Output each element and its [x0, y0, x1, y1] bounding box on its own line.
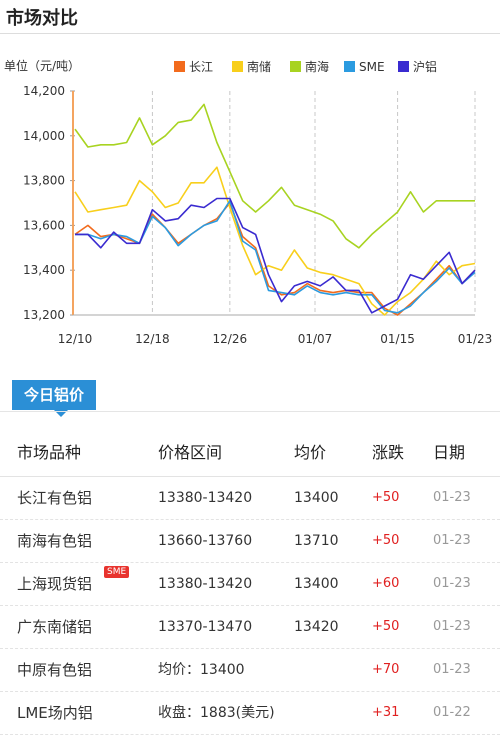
price-range: 均价：13400 — [158, 662, 245, 678]
market-name[interactable]: 上海现货铝 — [17, 575, 93, 593]
price-range: 13380-13420 — [158, 490, 253, 506]
chart-grid — [151, 91, 476, 315]
y-tick-label: 14,000 — [23, 129, 65, 143]
tab-today-aluminum-price[interactable]: 今日铝价 — [12, 380, 97, 410]
header-change: 涨跌 — [372, 443, 405, 462]
x-tick-label: 01/15 — [380, 332, 415, 346]
page-title: 市场对比 — [6, 8, 78, 29]
table-row: 南海有色铝 13660-13760 13710 +50 01-23 — [0, 520, 500, 563]
legend-swatch — [174, 61, 185, 72]
chart-axes: 12/10 12/18 12/26 01/07 01/15 01/23 13,200 13,4… — [23, 84, 492, 346]
price-date: 01-23 — [433, 662, 471, 677]
market-name[interactable]: 长江有色铝 — [17, 489, 93, 507]
table-header-row: 市场品种 价格区间 均价 涨跌 日期 — [0, 430, 500, 477]
tab-pointer-arrow — [54, 410, 68, 417]
price-change: +31 — [372, 705, 400, 720]
table-row: 广东南储铝 13370-13470 13420 +50 01-23 — [0, 606, 500, 649]
market-name[interactable]: 中原有色铝 — [17, 661, 93, 679]
legend-swatch — [344, 61, 355, 72]
average-price: 13400 — [294, 490, 339, 506]
price-change: +50 — [372, 533, 400, 548]
legend-label: SME — [359, 60, 385, 74]
header-market: 市场品种 — [17, 443, 82, 462]
price-range: 13660-13760 — [158, 533, 253, 549]
table-row: 长江有色铝 13380-13420 13400 +50 01-23 — [0, 477, 500, 520]
page-header: 市场对比 — [0, 0, 500, 34]
price-date: 01-23 — [433, 576, 471, 591]
legend-swatch — [232, 61, 243, 72]
header-divider — [0, 33, 500, 34]
x-tick-label: 01/07 — [298, 332, 333, 346]
table-row: LME场内铝 收盘：1883(美元) +31 01-22 — [0, 692, 500, 735]
x-tick-label: 12/18 — [135, 332, 170, 346]
table-row: 上海现货铝 SME 13380-13420 13400 +60 01-23 — [0, 563, 500, 606]
price-change: +50 — [372, 619, 400, 634]
header-date: 日期 — [433, 443, 466, 462]
x-tick-label: 12/10 — [58, 332, 93, 346]
legend-label: 南海 — [305, 59, 329, 74]
series-line-南海 — [74, 103, 475, 249]
series-line-SME — [75, 200, 476, 314]
y-tick-label: 13,400 — [23, 263, 65, 277]
today-price-tab-bar: 今日铝价 — [0, 378, 500, 418]
market-comparison-chart: 单位（元/吨） 长江 南储 南海 SME 沪铝 12/10 12/18 12/26 01/07… — [4, 58, 492, 346]
chart-unit-label: 单位（元/吨） — [4, 58, 80, 73]
market-name[interactable]: LME场内铝 — [17, 704, 93, 722]
price-range: 收盘：1883(美元) — [158, 705, 275, 721]
series-line-南储 — [74, 166, 476, 316]
chart-legend: 长江 南储 南海 SME 沪铝 — [174, 59, 437, 74]
sme-badge: SME — [104, 566, 130, 578]
average-price: 13420 — [294, 619, 339, 635]
header-price-range: 价格区间 — [158, 443, 223, 462]
price-change: +70 — [372, 662, 400, 677]
price-date: 01-23 — [433, 533, 471, 548]
y-tick-label: 13,600 — [23, 218, 65, 232]
tab-divider — [0, 411, 500, 412]
price-table: 市场品种 价格区间 均价 涨跌 日期 长江有色铝 13380-13420 134… — [0, 430, 500, 735]
table-row: 中原有色铝 均价：13400 +70 01-23 — [0, 649, 500, 692]
legend-label: 沪铝 — [413, 59, 437, 74]
series-line-长江 — [74, 202, 476, 316]
legend-swatch — [398, 61, 409, 72]
x-tick-label: 12/26 — [213, 332, 248, 346]
price-range: 13370-13470 — [158, 619, 253, 635]
average-price: 13710 — [294, 533, 339, 549]
y-tick-label: 13,800 — [23, 174, 65, 188]
market-name[interactable]: 广东南储铝 — [17, 618, 93, 636]
chart-series — [74, 103, 476, 316]
price-range: 13380-13420 — [158, 576, 253, 592]
y-tick-label: 13,200 — [23, 308, 65, 322]
market-name[interactable]: 南海有色铝 — [17, 532, 93, 550]
legend-label: 南储 — [247, 59, 271, 74]
y-tick-label: 14,200 — [23, 84, 65, 98]
price-change: +60 — [372, 576, 400, 591]
series-line-沪铝 — [75, 197, 476, 314]
price-date: 01-22 — [433, 705, 471, 720]
header-average: 均价 — [294, 443, 327, 462]
price-date: 01-23 — [433, 619, 471, 634]
price-change: +50 — [372, 490, 400, 505]
x-tick-label: 01/23 — [458, 332, 493, 346]
average-price: 13400 — [294, 576, 339, 592]
price-date: 01-23 — [433, 490, 471, 505]
legend-swatch — [290, 61, 301, 72]
legend-label: 长江 — [189, 60, 213, 74]
